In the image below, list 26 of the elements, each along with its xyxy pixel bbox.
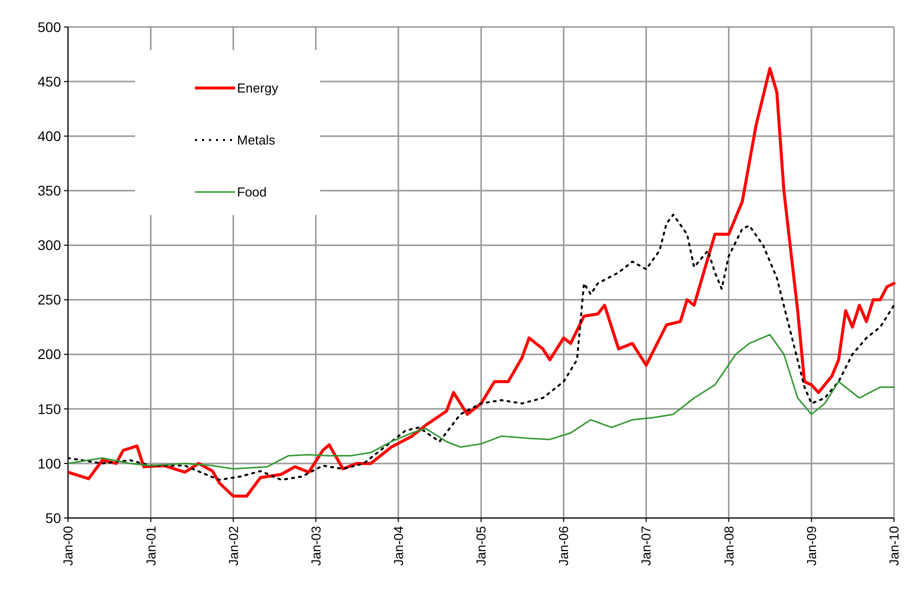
line-series [68,334,895,470]
y-tick-label: 200 [38,346,62,362]
line-series [68,66,896,498]
x-tick-label: Jan-09 [804,526,820,566]
y-tick-label: 150 [38,400,62,417]
y-tick-label: 300 [38,237,62,254]
x-tick-label: Jan-00 [60,526,76,566]
x-tick-label: Jan-10 [886,526,902,566]
legend-label: Energy [237,80,279,96]
y-tick-label: 400 [38,128,62,144]
y-tick-label: 250 [38,292,62,308]
legend-label: Food [237,184,267,200]
x-tick-label: Jan-07 [638,526,654,566]
x-tick-label: Jan-08 [721,526,736,566]
x-tick-label: Jan-06 [556,526,572,566]
x-tick-label: Jan-01 [143,526,158,566]
legend-label: Metals [237,132,276,148]
y-tick-label: 350 [38,182,62,199]
y-tick-label: 100 [38,455,62,472]
x-tick-label: Jan-04 [390,526,406,566]
y-tick-label: 450 [38,73,62,90]
y-tick-label: 50 [45,510,62,526]
x-tick-label: Jan-05 [474,526,489,566]
x-tick-label: Jan-03 [308,526,324,566]
y-tick-label: 500 [38,18,62,35]
x-tick-label: Jan-02 [226,526,241,566]
